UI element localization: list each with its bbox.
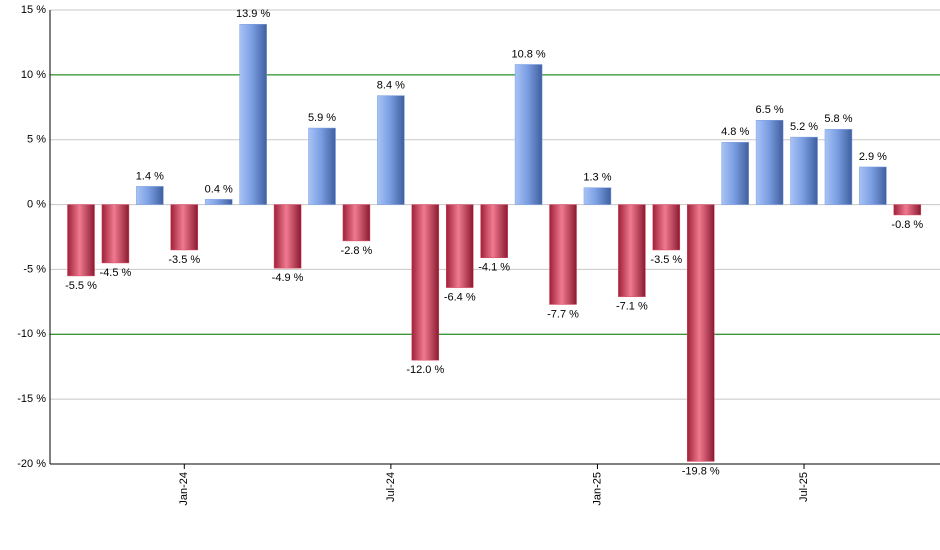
- y-tick-label: -20 %: [17, 458, 46, 470]
- bar: [377, 95, 405, 205]
- y-tick-label: 0 %: [27, 198, 46, 210]
- value-label: -7.1 %: [616, 301, 648, 313]
- value-label: -4.9 %: [272, 272, 304, 284]
- value-label: 5.9 %: [308, 112, 336, 124]
- y-tick-label: -15 %: [17, 393, 46, 405]
- bar: [308, 127, 336, 205]
- value-label: -3.5 %: [168, 254, 200, 266]
- bar: [859, 166, 887, 205]
- bar: [686, 204, 715, 462]
- value-label: -6.4 %: [444, 291, 476, 303]
- bar: [480, 204, 508, 259]
- value-label: 13.9 %: [236, 8, 270, 20]
- bar: [342, 204, 371, 242]
- value-label: -19.8 %: [682, 465, 720, 477]
- bar: [549, 204, 577, 305]
- bar: [411, 204, 440, 361]
- bar: [824, 129, 853, 205]
- bar: [67, 204, 95, 277]
- x-tick-label: Jul-25: [798, 472, 810, 502]
- bar: [514, 64, 543, 205]
- value-label: -3.5 %: [650, 254, 682, 266]
- value-label: 2.9 %: [859, 151, 887, 163]
- value-label: 5.2 %: [790, 121, 818, 133]
- value-label: -2.8 %: [341, 245, 373, 257]
- value-label: -4.5 %: [100, 267, 132, 279]
- bar: [204, 199, 233, 205]
- value-label: 1.3 %: [583, 172, 611, 184]
- y-tick-label: -10 %: [17, 328, 46, 340]
- value-label: -4.1 %: [478, 262, 510, 274]
- bar: [618, 204, 646, 297]
- value-label: -5.5 %: [65, 280, 97, 292]
- bar: [101, 204, 130, 264]
- value-label: 1.4 %: [136, 170, 164, 182]
- bar: [893, 204, 922, 216]
- bar: [755, 120, 784, 205]
- bar: [583, 187, 612, 205]
- y-tick-label: 5 %: [27, 134, 46, 146]
- x-tick-label: Jul-24: [385, 472, 397, 502]
- bar: [239, 24, 267, 205]
- value-label: 5.8 %: [824, 113, 852, 125]
- bar: [721, 142, 749, 205]
- value-label: -0.8 %: [891, 219, 923, 231]
- y-tick-label: 15 %: [21, 4, 46, 16]
- bar: [790, 136, 818, 205]
- y-tick-label: -5 %: [23, 263, 46, 275]
- value-label: -7.7 %: [547, 308, 579, 320]
- bar: [273, 204, 302, 269]
- value-label: 10.8 %: [511, 48, 545, 60]
- bar: [445, 204, 474, 288]
- value-label: -12.0 %: [406, 364, 444, 376]
- bar: [136, 186, 164, 205]
- value-label: 0.4 %: [205, 183, 233, 195]
- y-tick-label: 10 %: [21, 69, 46, 81]
- value-label: 6.5 %: [756, 104, 784, 116]
- value-label: 8.4 %: [377, 80, 405, 92]
- x-tick-label: Jan-25: [591, 472, 603, 506]
- bar: [652, 204, 681, 251]
- value-label: 4.8 %: [721, 126, 749, 138]
- x-tick-label: Jan-24: [178, 472, 190, 506]
- bar: [170, 204, 199, 251]
